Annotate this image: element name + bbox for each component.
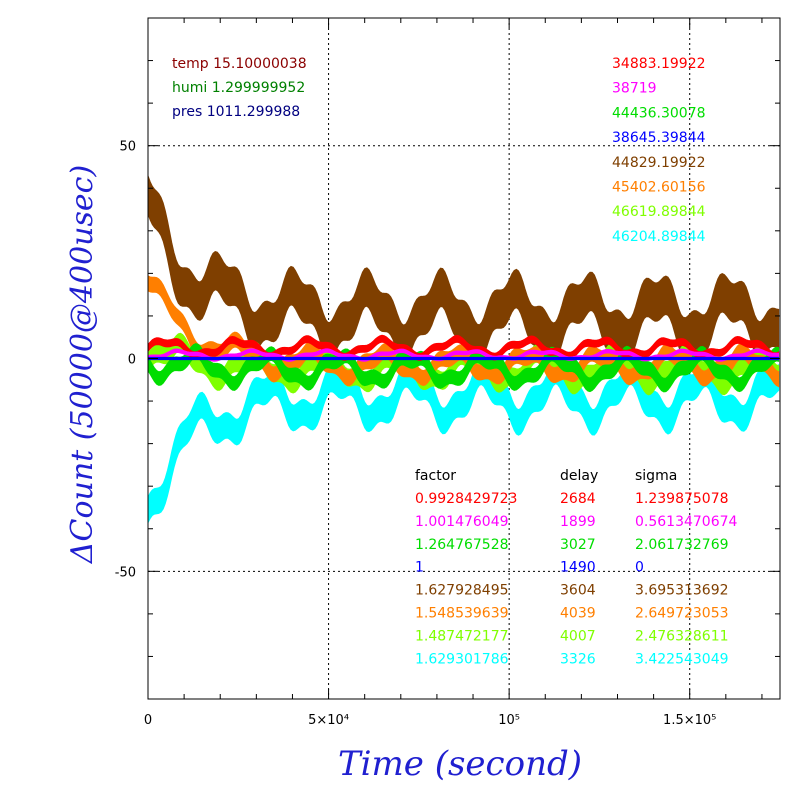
table-cell-delay: 3326 (560, 651, 596, 667)
table-header: factor (415, 468, 456, 484)
table-cell-delay: 1490 (560, 560, 596, 576)
series-count: 44436.30078 (612, 105, 706, 121)
y-tick-label: 0 (128, 353, 136, 368)
x-tick-label: 1.5×10⁵ (663, 713, 716, 728)
table-cell-sigma: 2.061732769 (635, 537, 729, 553)
table-cell-sigma: 2.476328611 (635, 628, 729, 644)
series-count: 45402.60156 (612, 180, 706, 196)
table-cell-factor: 1.487472177 (415, 628, 509, 644)
series-band (148, 356, 780, 361)
env-reading: humi 1.299999952 (172, 80, 305, 96)
series-count: 46204.89844 (612, 229, 706, 245)
table-header: sigma (635, 468, 677, 484)
table-cell-factor: 1.627928495 (415, 583, 509, 599)
table-header: delay (560, 468, 598, 484)
series-count: 38719 (612, 81, 657, 97)
table-cell-factor: 1 (415, 560, 424, 576)
table-cell-delay: 4007 (560, 628, 596, 644)
series-layer (148, 175, 780, 524)
axis-ticks (147, 17, 780, 700)
table-cell-sigma: 1.239875078 (635, 491, 729, 507)
x-tick-label: 5×10⁴ (308, 713, 349, 728)
x-tick-label: 10⁵ (498, 713, 520, 728)
y-tick-label: -50 (115, 565, 136, 580)
table-cell-factor: 1.629301786 (415, 651, 509, 667)
annotations: temp 15.10000038 humi 1.299999952 pres 101… (172, 56, 738, 667)
table-cell-delay: 3604 (560, 583, 596, 599)
table-cell-factor: 0.9928429723 (415, 491, 517, 507)
table-cell-delay: 1899 (560, 514, 596, 530)
table-cell-sigma: 0.5613470674 (635, 514, 738, 530)
table-cell-delay: 3027 (560, 537, 596, 553)
x-tick-label: 0 (144, 713, 152, 728)
table-cell-delay: 4039 (560, 606, 596, 622)
table-cell-factor: 1.264767528 (415, 537, 509, 553)
table-cell-sigma: 3.695313692 (635, 583, 729, 599)
table-cell-sigma: 0 (635, 560, 644, 576)
series-count: 46619.89844 (612, 204, 706, 220)
env-reading: pres 1011.299988 (172, 104, 300, 120)
x-axis-label: Time (second) (338, 744, 582, 784)
series-count: 38645.39844 (612, 130, 706, 146)
y-tick-label: 50 (119, 140, 136, 155)
series-count: 34883.19922 (612, 56, 706, 72)
series-count: 44829.19922 (612, 155, 706, 171)
table-cell-factor: 1.548539639 (415, 606, 509, 622)
tick-labels: 0 5×10⁴ 10⁵ 1.5×10⁵ 50 0 -50 (115, 140, 717, 728)
table-cell-delay: 2684 (560, 491, 596, 507)
table-cell-sigma: 3.422543049 (635, 651, 729, 667)
table-cell-sigma: 2.649723053 (635, 606, 729, 622)
y-axis-label: ΔCount (50000@400usec) (65, 165, 100, 564)
env-reading: temp 15.10000038 (172, 56, 307, 72)
table-cell-factor: 1.001476049 (415, 514, 509, 530)
